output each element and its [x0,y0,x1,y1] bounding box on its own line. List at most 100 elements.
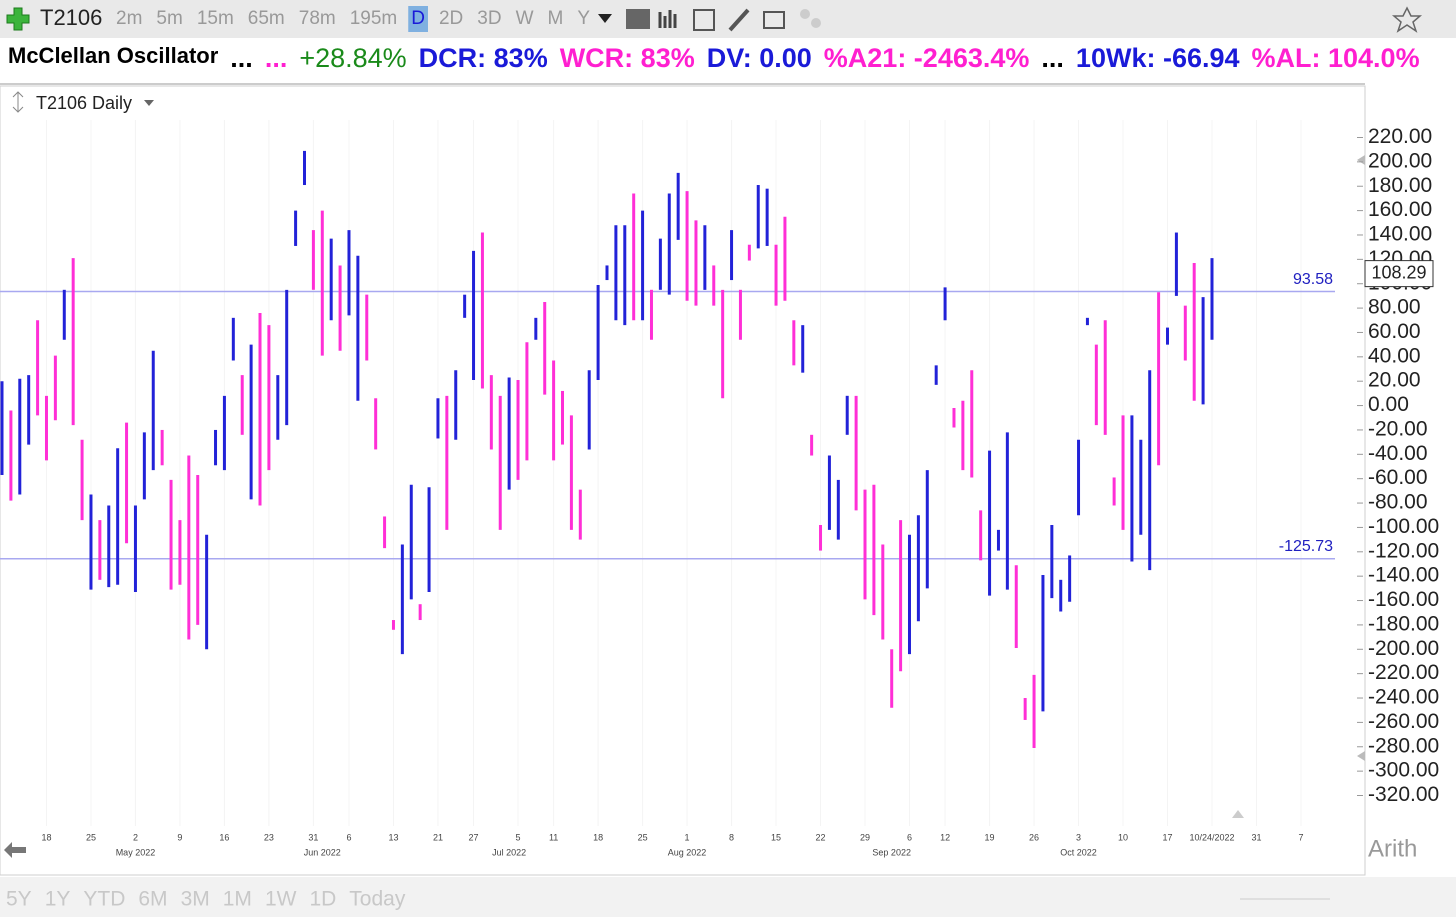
y-tick-label: 80.00 [1368,296,1421,319]
title-dropdown[interactable] [144,100,154,106]
range-button[interactable]: 6M [138,888,167,911]
y-tick-label: -320.00 [1368,783,1439,806]
quote-field: 10Wk: -66.94 [1076,43,1240,73]
month-label: Jul 2022 [492,847,526,857]
bars-icon[interactable] [658,10,677,28]
x-tick-label: 19 [985,832,995,842]
quote-field: DCR: 83% [419,43,548,73]
x-tick-label: 9 [177,832,182,842]
y-tick-label: 180.00 [1368,174,1432,197]
grid-icon[interactable] [693,9,715,31]
move-icon[interactable] [12,91,24,113]
y-tick-label: -120.00 [1368,539,1439,562]
x-tick-label: 25 [86,832,96,842]
y-tick-label: -80.00 [1368,491,1428,514]
reference-label: 93.58 [1293,271,1333,288]
last-value-box [1364,260,1434,288]
tv-icon[interactable] [626,9,650,29]
interval-button[interactable]: 15m [197,8,234,29]
x-tick-label: 25 [638,832,648,842]
interval-button[interactable]: 2D [439,8,463,29]
range-button[interactable]: 1D [309,888,336,911]
scroll-up[interactable] [1357,155,1365,165]
x-tick-label: 8 [729,832,734,842]
range-button[interactable]: 5Y [6,888,32,911]
y-tick-label: 140.00 [1368,223,1432,246]
y-tick-label: -220.00 [1368,661,1439,684]
quote-field: WCR: 83% [560,43,695,73]
add-icon[interactable] [6,7,30,31]
range-button[interactable]: Today [349,888,406,911]
x-tick-label: 11 [549,832,558,842]
x-tick-label: 13 [388,832,398,842]
star-icon[interactable] [1391,6,1423,33]
scroll-down[interactable] [1357,751,1365,761]
quote-field: ... [230,43,253,73]
x-tick-label: 2 [133,832,138,842]
y-tick-label: -180.00 [1368,612,1439,635]
back-icon[interactable] [4,842,26,858]
month-label: Jun 2022 [304,847,341,857]
range-button[interactable]: 1W [265,888,297,911]
interval-button[interactable]: 5m [156,8,182,29]
pen-icon[interactable] [728,8,750,32]
month-label: May 2022 [116,847,156,857]
x-tick-label: 6 [907,832,912,842]
x-tick-label: 22 [816,832,826,842]
reference-label: -125.73 [1279,538,1333,555]
quote-field: +28.84% [299,43,406,73]
x-tick-label: 3 [1076,832,1081,842]
range-button[interactable]: 1M [223,888,252,911]
interval-button[interactable]: D [411,8,425,29]
range-button[interactable]: YTD [83,888,125,911]
quote-field: %AL: 104.0% [1252,43,1420,73]
x-tick-label: 5 [516,832,521,842]
month-label: Oct 2022 [1060,847,1097,857]
quote-bar-bg [0,38,1456,84]
y-tick-label: 40.00 [1368,344,1421,367]
y-tick-label: -200.00 [1368,637,1439,660]
symbol[interactable]: T2106 [40,5,102,30]
range-button[interactable]: 1Y [45,888,71,911]
y-tick-label: -20.00 [1368,417,1428,440]
interval-highlight[interactable] [408,6,428,32]
x-tick-label: 29 [860,832,870,842]
y-tick-label: 200.00 [1368,149,1432,172]
quote-field: ... [1041,43,1064,73]
dots-icon[interactable] [800,9,810,19]
y-tick-label: 220.00 [1368,125,1432,148]
x-tick-label: 7 [1298,832,1303,842]
interval-button[interactable]: W [516,8,534,29]
note-icon[interactable] [763,11,785,29]
range-button[interactable]: 3M [181,888,210,911]
x-tick-label: 27 [469,832,479,842]
interval-button[interactable]: 195m [350,8,398,29]
dots-icon[interactable] [811,18,821,28]
x-tick-label: 12 [940,832,950,842]
last-value-label: 108.29 [1371,262,1426,282]
plus-icon[interactable] [6,7,30,31]
interval-button[interactable]: 3D [477,8,501,29]
toolbar-bg [0,0,1456,38]
interval-button[interactable]: 2m [116,8,142,29]
y-tick-label: -160.00 [1368,588,1439,611]
x-tick-label: 6 [346,832,351,842]
interval-button[interactable]: 78m [299,8,336,29]
quote-field: McClellan Oscillator [8,43,219,68]
scroll-marker[interactable] [1232,810,1244,818]
interval-button[interactable]: 65m [248,8,285,29]
x-tick-label: 18 [593,832,603,842]
quote-field: ... [265,43,288,73]
x-tick-label: 26 [1029,832,1039,842]
x-tick-label: 10/24/2022 [1189,832,1234,842]
scale-mode[interactable]: Arith [1368,835,1417,862]
interval-button[interactable]: M [548,8,564,29]
x-tick-label: 15 [771,832,781,842]
chart-title[interactable]: T2106 Daily [36,93,132,113]
x-tick-label: 23 [264,832,274,842]
y-tick-label: -260.00 [1368,710,1439,733]
interval-button[interactable]: Y [577,8,590,29]
x-tick-label: 21 [433,832,443,842]
dropdown-arrow[interactable] [598,14,612,23]
month-label: Sep 2022 [872,847,911,857]
